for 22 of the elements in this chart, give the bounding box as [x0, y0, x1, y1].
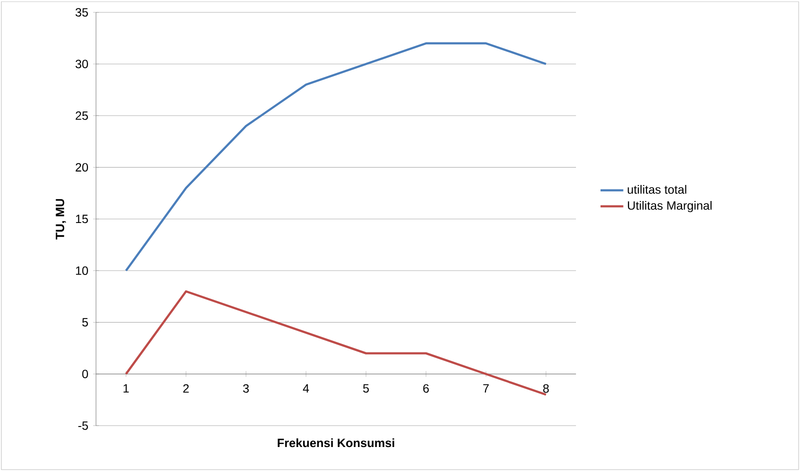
x-axis-title: Frekuensi Konsumsi — [278, 438, 394, 448]
x-tick-label: 8 — [543, 384, 549, 393]
x-tick-label: 2 — [183, 384, 189, 393]
y-tick-label: 10 — [76, 266, 88, 275]
legend-label: Utilitas Marginal — [628, 200, 712, 212]
y-tick-label: 20 — [76, 163, 88, 172]
y-tick-label: 25 — [76, 111, 88, 120]
line-series — [124, 42, 548, 272]
x-tick-label: 5 — [363, 384, 369, 393]
y-tick-label: -5 — [78, 421, 88, 430]
y-axis-title: TU, MU — [56, 199, 66, 240]
y-tick-label: 0 — [82, 370, 88, 378]
x-tick-label: 6 — [423, 384, 429, 393]
x-tick-label: 3 — [243, 384, 249, 393]
x-tick-label: 7 — [483, 384, 489, 392]
legend-label: utilitas total — [628, 184, 686, 194]
y-tick-label: 5 — [82, 318, 88, 327]
y-tick-label: 15 — [76, 214, 88, 224]
x-tick-label: 1 — [124, 384, 129, 392]
y-tick-label: 35 — [76, 8, 88, 17]
y-tick-label: 30 — [76, 60, 88, 68]
x-tick-label: 4 — [302, 384, 309, 392]
